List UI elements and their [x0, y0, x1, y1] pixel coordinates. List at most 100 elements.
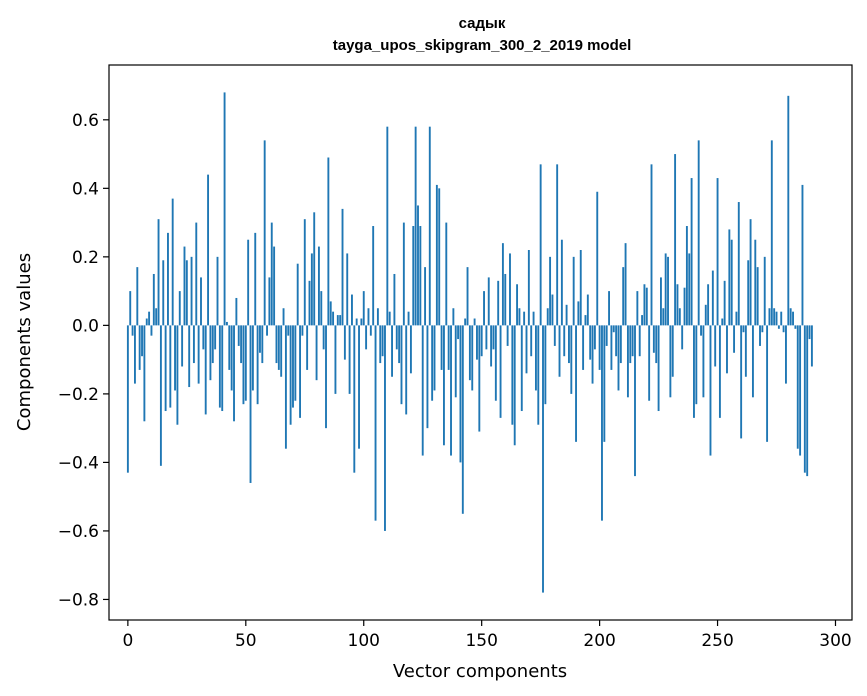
bar-147: [473, 318, 476, 326]
bar-202: [603, 325, 606, 442]
bar-227: [662, 308, 665, 326]
bar-50: [244, 325, 247, 401]
bar-251: [718, 325, 721, 418]
bar-177: [544, 325, 547, 405]
bar-153: [487, 277, 490, 326]
bar-244: [702, 325, 705, 398]
bar-205: [610, 325, 613, 370]
bar-164: [513, 325, 516, 446]
bar-201: [601, 325, 603, 521]
bar-161: [506, 325, 509, 346]
bar-65: [280, 325, 283, 377]
bar-14: [159, 325, 162, 466]
bar-289: [808, 325, 811, 340]
bar-229: [667, 256, 669, 326]
bar-240: [693, 325, 695, 418]
bar-119: [407, 311, 410, 326]
bar-10: [150, 325, 153, 336]
bar-124: [419, 226, 422, 326]
bar-87: [332, 311, 335, 326]
y-tick-label-5: 0.2: [72, 248, 99, 268]
y-tick-label-4: 0.0: [72, 316, 99, 336]
bar-191: [577, 301, 580, 326]
bar-258: [735, 311, 738, 326]
bar-56: [259, 325, 261, 353]
bar-26: [188, 325, 191, 388]
bar-178: [546, 308, 549, 326]
bar-60: [268, 277, 271, 326]
chart-title: садык: [459, 15, 506, 32]
bar-232: [674, 154, 677, 326]
bar-237: [685, 226, 688, 326]
bar-69: [289, 325, 292, 425]
bar-90: [339, 315, 342, 326]
bar-88: [334, 325, 337, 394]
bar-139: [454, 325, 457, 398]
bar-46: [235, 297, 238, 326]
bar-196: [589, 325, 592, 360]
bar-11: [152, 273, 155, 326]
bar-6: [141, 325, 143, 357]
bar-111: [388, 311, 391, 326]
bar-94: [348, 325, 351, 394]
bar-279: [785, 325, 787, 384]
bar-228: [664, 253, 667, 326]
bar-250: [716, 178, 719, 326]
bar-149: [478, 325, 481, 432]
bar-243: [700, 325, 702, 336]
bar-31: [200, 277, 202, 326]
bar-284: [796, 325, 799, 449]
bar-278: [782, 325, 785, 333]
bar-121: [412, 226, 415, 326]
bar-276: [777, 325, 780, 329]
bar-110: [386, 126, 389, 326]
bar-275: [775, 311, 778, 326]
bar-182: [556, 164, 559, 326]
bar-186: [565, 304, 568, 326]
bar-19: [171, 198, 174, 326]
bar-55: [256, 325, 259, 405]
bar-13: [157, 219, 160, 326]
bar-239: [690, 178, 693, 326]
bar-151: [483, 291, 485, 326]
bar-221: [648, 325, 651, 401]
bar-101: [365, 325, 368, 350]
bar-288: [806, 325, 809, 477]
bar-170: [527, 250, 530, 326]
bar-107: [379, 325, 382, 364]
bar-138: [452, 308, 455, 326]
bar-142: [461, 325, 464, 514]
bar-200: [598, 325, 601, 370]
bar-230: [669, 325, 672, 398]
bar-273: [770, 140, 773, 326]
bar-188: [570, 325, 573, 394]
x-tick-label-3: 150: [465, 631, 497, 651]
bar-207: [615, 325, 618, 357]
bar-167: [520, 325, 523, 412]
y-axis-ticks: −0.8 −0.6 −0.4 −0.2 0.0 0.2 0.4 0.6: [58, 111, 109, 610]
bar-247: [709, 325, 712, 456]
bar-96: [353, 325, 356, 473]
bar-16: [164, 325, 167, 412]
chart-title-group: садык tayga_upos_skipgram_300_2_2019 mod…: [333, 15, 632, 54]
bar-180: [551, 294, 554, 326]
bar-93: [346, 253, 349, 326]
bar-257: [733, 325, 736, 353]
bar-246: [707, 284, 710, 326]
bar-245: [704, 304, 707, 326]
bar-76: [306, 325, 309, 370]
bar-194: [584, 315, 587, 326]
bar-series: [126, 92, 813, 593]
bar-168: [523, 311, 526, 326]
bar-73: [299, 325, 301, 418]
bar-136: [447, 325, 450, 370]
bar-3: [134, 325, 136, 384]
bar-77: [308, 280, 311, 326]
bar-104: [372, 226, 375, 326]
bar-212: [626, 325, 629, 398]
y-axis-label: Components values: [14, 253, 35, 431]
bar-52: [249, 325, 252, 483]
bar-22: [178, 291, 181, 326]
bar-32: [202, 325, 205, 350]
x-tick-label-0: 0: [122, 631, 133, 651]
